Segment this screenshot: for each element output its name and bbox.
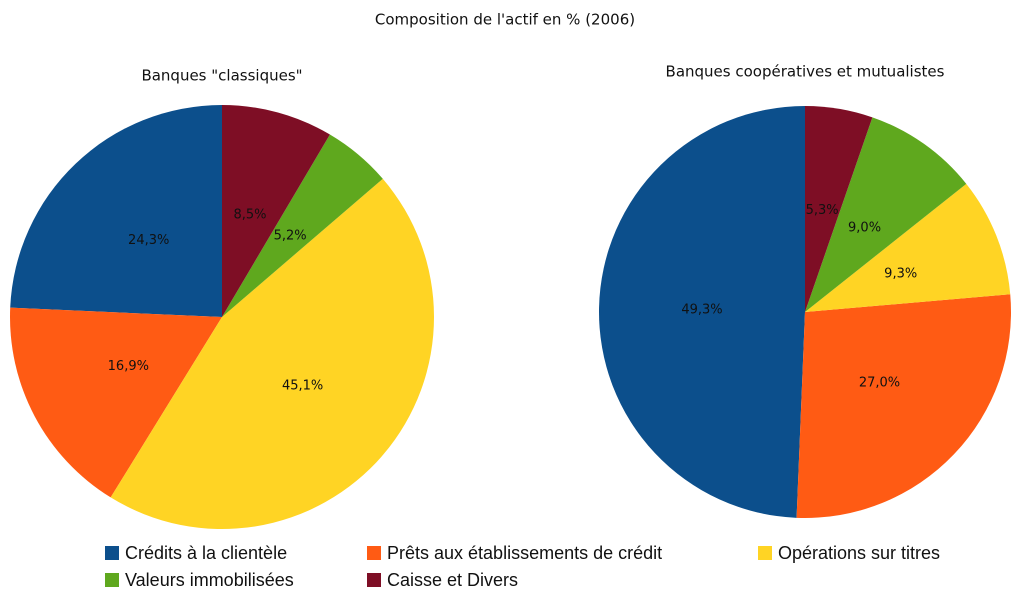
page-title: Composition de l'actif en % (2006): [375, 11, 635, 29]
legend-label: Caisse et Divers: [387, 570, 518, 590]
legend-label: Crédits à la clientèle: [125, 543, 287, 563]
legend-swatch: [367, 573, 381, 587]
pie-slice: [110, 178, 435, 529]
pie-title: Banques coopératives et mutualistes: [666, 63, 945, 81]
pie-slice: [598, 106, 805, 518]
slice-label: 27,0%: [859, 376, 900, 391]
slice-label: 9,3%: [884, 266, 917, 281]
pie-slice: [796, 294, 1011, 518]
pie-slice: [805, 117, 967, 312]
legend-label: Valeurs immobilisées: [125, 570, 294, 590]
legend-swatch: [105, 573, 119, 587]
legend-swatch: [758, 546, 772, 560]
slice-label: 8,5%: [233, 207, 266, 222]
pie-slice: [10, 307, 223, 498]
pie-slice: [805, 106, 873, 312]
pie-slice: [10, 105, 223, 317]
legend-label: Opérations sur titres: [778, 543, 940, 563]
pie-slice: [222, 105, 330, 317]
legend-label: Prêts aux établissements de crédit: [387, 543, 662, 563]
slice-label: 16,9%: [108, 359, 149, 374]
pie-title: Banques "classiques": [141, 67, 302, 85]
slice-label: 45,1%: [282, 378, 323, 393]
legend-swatch: [367, 546, 381, 560]
slice-label: 5,2%: [274, 228, 307, 243]
legend-swatch: [105, 546, 119, 560]
slice-label: 5,3%: [806, 203, 839, 218]
pie-slice: [805, 183, 1011, 312]
slice-label: 49,3%: [681, 302, 722, 317]
slice-label: 24,3%: [128, 233, 169, 248]
slice-label: 9,0%: [848, 220, 881, 235]
pie-slice: [222, 134, 383, 317]
